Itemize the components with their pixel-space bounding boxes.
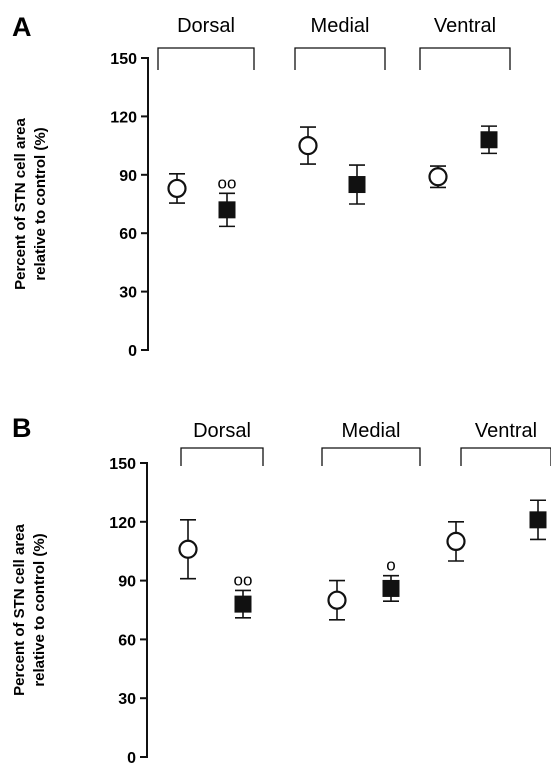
group-label-medial: Medial — [342, 420, 401, 442]
group-bracket — [321, 447, 421, 466]
y-tick-label: 150 — [109, 456, 136, 473]
y-axis-label: relative to control (%) — [32, 127, 49, 280]
group-label-dorsal: Dorsal — [193, 420, 251, 442]
data-point-filled-square — [348, 176, 366, 194]
panel-letter: A — [12, 12, 32, 42]
y-tick-label: 0 — [128, 343, 137, 360]
group-label-dorsal: Dorsal — [177, 15, 235, 37]
group-label-ventral: Ventral — [434, 15, 496, 37]
significance-marker: oo — [218, 173, 237, 192]
y-tick-label: 30 — [119, 285, 137, 302]
group-bracket — [419, 47, 511, 70]
y-tick-label: 150 — [110, 51, 137, 68]
y-tick-label: 120 — [109, 515, 136, 532]
y-tick-label: 0 — [127, 750, 136, 767]
group-bracket — [460, 447, 551, 466]
data-point-open-circle — [327, 590, 347, 610]
y-tick-label: 90 — [119, 168, 137, 185]
data-point-open-circle — [178, 539, 198, 559]
y-axis-label: Percent of STN cell area — [11, 523, 28, 695]
group-bracket — [157, 47, 255, 70]
y-tick-label: 60 — [118, 632, 136, 649]
data-point-open-circle — [446, 531, 466, 552]
y-axis-label: Percent of STN cell area — [12, 117, 29, 289]
data-point-filled-square — [382, 579, 400, 597]
y-tick-label: 60 — [119, 226, 137, 243]
group-bracket — [294, 47, 386, 70]
panel-letter: B — [12, 413, 32, 443]
significance-marker: oo — [234, 570, 253, 589]
y-tick-label: 90 — [118, 574, 136, 591]
significance-marker: o — [386, 556, 395, 575]
data-point-filled-square — [234, 595, 252, 613]
data-point-filled-square — [480, 131, 498, 149]
group-label-medial: Medial — [311, 15, 370, 37]
data-point-open-circle — [428, 167, 448, 187]
y-tick-label: 30 — [118, 691, 136, 708]
group-label-ventral: Ventral — [475, 420, 537, 442]
group-bracket — [180, 447, 264, 466]
data-point-open-circle — [298, 136, 318, 156]
y-tick-label: 120 — [110, 109, 137, 126]
data-point-open-circle — [167, 178, 187, 199]
y-axis-label: relative to control (%) — [31, 533, 48, 686]
data-point-filled-square — [218, 201, 236, 219]
data-point-filled-square — [529, 511, 547, 529]
